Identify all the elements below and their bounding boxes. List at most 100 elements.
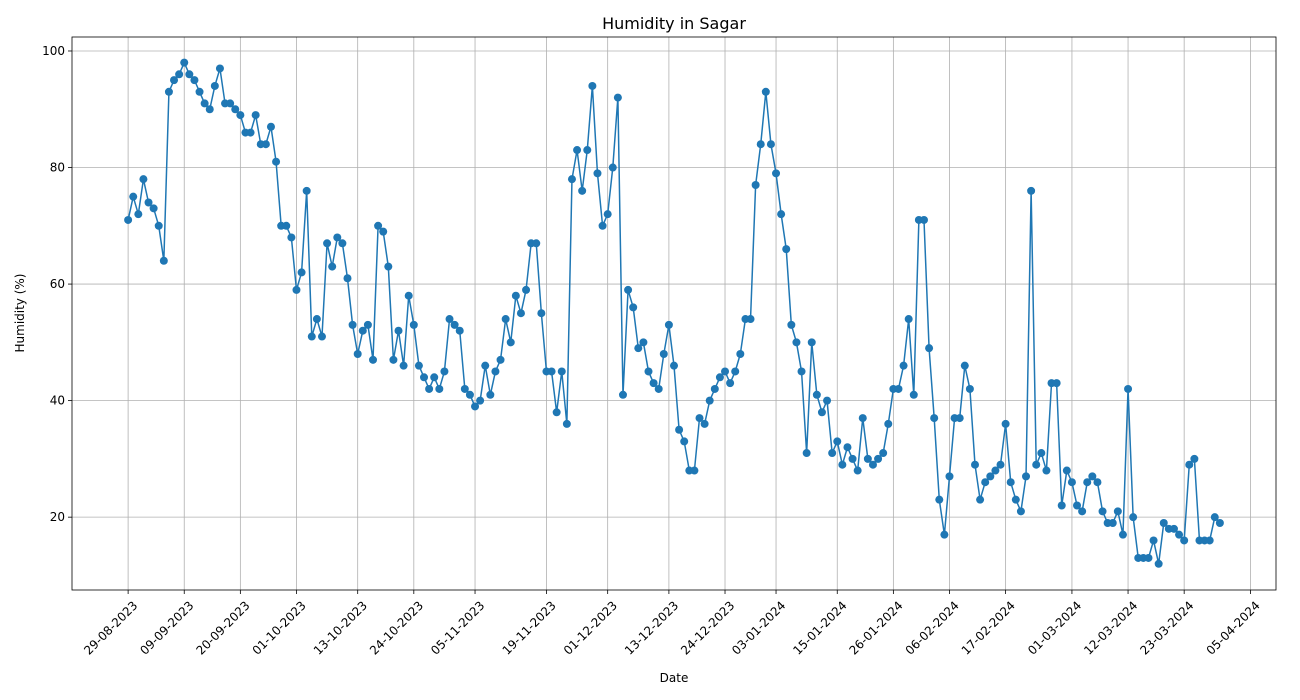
x-tick-label: 09-09-2023 xyxy=(137,598,196,657)
data-point xyxy=(282,221,291,230)
x-tick-label: 24-10-2023 xyxy=(367,598,426,657)
data-point xyxy=(613,93,622,102)
data-point xyxy=(634,344,643,353)
data-point xyxy=(226,99,235,108)
data-point xyxy=(292,285,301,294)
data-point xyxy=(384,262,393,271)
data-point xyxy=(562,419,571,428)
data-point xyxy=(777,210,786,219)
data-point xyxy=(1006,478,1015,487)
data-point xyxy=(578,186,587,195)
x-tick-label: 26-01-2024 xyxy=(846,598,905,657)
data-point xyxy=(894,384,903,393)
data-point xyxy=(848,454,857,463)
data-point xyxy=(460,384,469,393)
data-point xyxy=(858,414,867,423)
data-point xyxy=(190,76,199,85)
data-point xyxy=(828,449,837,458)
data-point xyxy=(731,367,740,376)
data-point xyxy=(552,408,561,417)
data-point xyxy=(491,367,500,376)
data-point xyxy=(175,70,184,79)
data-point xyxy=(323,239,332,248)
data-point xyxy=(302,186,311,195)
data-point xyxy=(1154,559,1163,568)
data-point xyxy=(721,367,730,376)
y-tick-label: 100 xyxy=(42,44,65,58)
data-point xyxy=(312,315,321,324)
data-point xyxy=(1093,478,1102,487)
data-point xyxy=(307,332,316,341)
data-point xyxy=(1037,449,1046,458)
data-point xyxy=(787,320,796,329)
x-tick-label: 03-01-2024 xyxy=(729,598,788,657)
data-point xyxy=(251,111,260,120)
data-point xyxy=(399,361,408,370)
data-point xyxy=(1011,495,1020,504)
x-tick-label: 05-04-2024 xyxy=(1204,598,1263,657)
data-point xyxy=(445,315,454,324)
data-point xyxy=(129,192,138,201)
data-point xyxy=(812,390,821,399)
data-point xyxy=(435,384,444,393)
data-point xyxy=(409,320,418,329)
data-point xyxy=(618,390,627,399)
data-point xyxy=(159,256,168,265)
x-tick-label: 15-01-2024 xyxy=(790,598,849,657)
data-point xyxy=(1185,460,1194,469)
data-point xyxy=(205,105,214,114)
data-point xyxy=(430,373,439,382)
data-point xyxy=(659,349,668,358)
data-point xyxy=(940,530,949,539)
data-point xyxy=(573,146,582,155)
data-point xyxy=(649,379,658,388)
data-point xyxy=(955,414,964,423)
data-point xyxy=(899,361,908,370)
data-point xyxy=(930,414,939,423)
data-point xyxy=(1124,384,1133,393)
data-point xyxy=(455,326,464,335)
x-tick-label: 23-03-2024 xyxy=(1137,598,1196,657)
data-point xyxy=(343,274,352,283)
data-point xyxy=(547,367,556,376)
data-point xyxy=(486,390,495,399)
x-tick-label: 13-10-2023 xyxy=(311,598,370,657)
data-point xyxy=(1113,507,1122,516)
data-point xyxy=(506,338,515,347)
data-point xyxy=(644,367,653,376)
data-point xyxy=(925,344,934,353)
data-point xyxy=(272,157,281,166)
data-point xyxy=(945,472,954,481)
data-point xyxy=(782,245,791,254)
data-point xyxy=(496,355,505,364)
data-point xyxy=(868,460,877,469)
data-point xyxy=(976,495,985,504)
data-point xyxy=(802,449,811,458)
data-point xyxy=(501,315,510,324)
data-point xyxy=(1073,501,1082,510)
data-point xyxy=(863,454,872,463)
data-point xyxy=(715,373,724,382)
data-point xyxy=(792,338,801,347)
chart-title: Humidity in Sagar xyxy=(602,14,746,33)
data-point xyxy=(695,414,704,423)
data-point xyxy=(1190,454,1199,463)
data-point xyxy=(266,122,275,131)
data-point xyxy=(124,215,133,224)
data-point xyxy=(772,169,781,178)
data-point xyxy=(838,460,847,469)
data-point xyxy=(608,163,617,172)
data-point xyxy=(200,99,209,108)
data-point xyxy=(420,373,429,382)
data-point xyxy=(210,81,219,90)
x-axis-label: Date xyxy=(660,671,689,685)
data-point xyxy=(1159,518,1168,527)
data-point xyxy=(476,396,485,405)
data-point xyxy=(511,291,520,300)
data-point xyxy=(965,384,974,393)
data-point xyxy=(1144,553,1153,562)
data-point xyxy=(593,169,602,178)
data-point xyxy=(690,466,699,475)
data-point xyxy=(624,285,633,294)
